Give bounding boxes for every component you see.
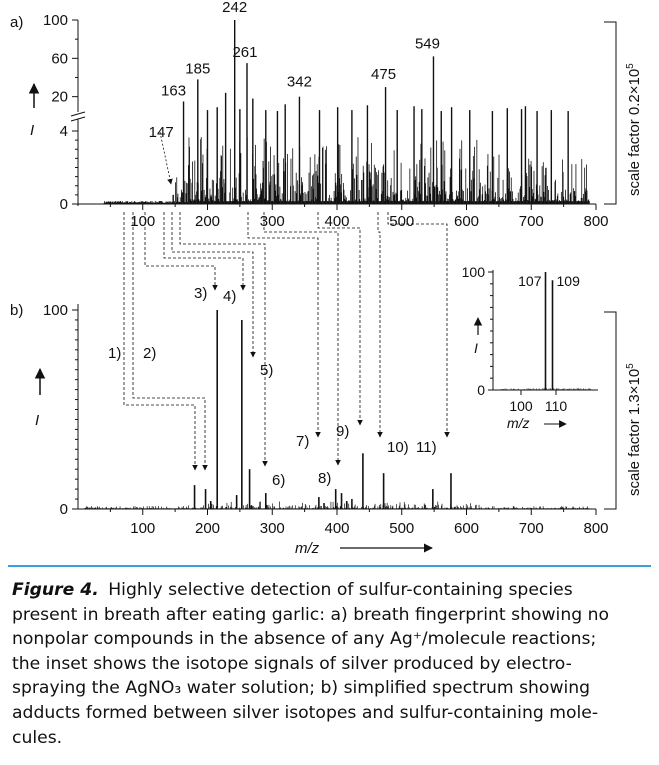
caption-divider xyxy=(8,565,651,567)
y-tick-label: 60 xyxy=(51,50,68,67)
scale-factor-label: scale factor 1.3×105 xyxy=(625,363,643,496)
x-tick-label: 600 xyxy=(454,520,479,537)
y-tick-label: 0 xyxy=(60,501,68,518)
x-tick-label: 100 xyxy=(509,398,533,414)
y-axis-label: I xyxy=(35,412,39,429)
scale-bracket xyxy=(604,311,617,510)
x-tick-label: 500 xyxy=(389,213,414,230)
connector-line xyxy=(247,212,321,438)
y-tick-label: 100 xyxy=(462,264,486,280)
connector-lines: 1) 2) 3) 4) 5) 6) 7) 8) 9) 10) 11) xyxy=(108,212,450,489)
connector-line xyxy=(123,212,198,471)
peak-label: 261 xyxy=(232,44,257,61)
x-tick-label: 300 xyxy=(260,520,285,537)
x-tick-label: 700 xyxy=(519,520,544,537)
peak-label: 147 xyxy=(149,124,174,141)
peak-label: 342 xyxy=(287,74,312,91)
peak-marker-label: 4) xyxy=(223,288,236,305)
panel-a: a) 0 4 20 60 100 100 200 300 400 500 600 700 800 I 242 2… xyxy=(10,0,643,230)
connector-line xyxy=(163,212,246,291)
y-tick-label: 20 xyxy=(51,89,68,106)
x-tick-label: 800 xyxy=(583,213,608,230)
panel-b: b) 0 100 100 200 300 400 500 600 700 800 Im/z scale … xyxy=(10,302,643,557)
x-tick-label: 700 xyxy=(519,213,544,230)
connector-line xyxy=(263,212,341,466)
y-tick-label: 0 xyxy=(477,382,485,398)
panel-b-label: b) xyxy=(10,302,23,319)
x-tick-label: 500 xyxy=(389,520,414,537)
x-tick-label: 200 xyxy=(195,520,220,537)
x-tick-label: 600 xyxy=(454,213,479,230)
connector-line xyxy=(317,212,363,426)
peak-marker-label: 2) xyxy=(143,345,156,362)
scale-exponent: 5 xyxy=(625,363,636,369)
caption-line: the inset shows the isotope signals of s… xyxy=(12,653,572,674)
peak-marker-label: 3) xyxy=(194,285,207,302)
connector-line xyxy=(132,212,208,471)
y-tick-label: 100 xyxy=(43,302,68,319)
connector-line xyxy=(179,212,268,467)
peak-marker-label: 11) xyxy=(416,439,437,456)
x-tick-label: 800 xyxy=(583,520,608,537)
y-axis-label: I xyxy=(30,122,34,139)
x-tick-label: 100 xyxy=(130,213,155,230)
peak-label: 242 xyxy=(222,0,247,16)
scale-exponent: 5 xyxy=(625,63,636,69)
x-tick-label: 110 xyxy=(545,398,568,414)
caption-line: spraying the AgNO₃ water solution; b) si… xyxy=(12,678,591,699)
peak-marker-label: 6) xyxy=(272,472,285,489)
y-tick-label: 0 xyxy=(60,196,68,213)
caption-line: Highly selective detection of sulfur-con… xyxy=(108,580,573,600)
x-tick-label: 100 xyxy=(130,520,155,537)
connector-line xyxy=(377,212,383,438)
peak-marker-label: 9) xyxy=(336,423,349,440)
axis-break-mark xyxy=(70,111,86,122)
peak-label: 549 xyxy=(415,35,440,52)
peak-label: 109 xyxy=(557,273,581,289)
caption-line: present in breath after eating garlic: a… xyxy=(12,604,609,625)
x-tick-label: 400 xyxy=(324,520,349,537)
figure-caption: Figure 4. Highly selective detection of … xyxy=(12,578,652,750)
peak-label: 185 xyxy=(185,60,210,77)
x-tick-label: 400 xyxy=(324,213,349,230)
x-axis-label: m/z xyxy=(507,415,530,431)
caption-line: nonpolar compounds in the absence of any… xyxy=(12,629,597,650)
x-tick-label: 300 xyxy=(260,213,285,230)
peak-marker-label: 10) xyxy=(387,439,409,456)
peak-label: 107 xyxy=(518,273,542,289)
panel-inset: 0 100 100 110 107 109 Im/z xyxy=(462,264,598,431)
peak-marker-label: 1) xyxy=(108,345,121,362)
peak-marker-label: 8) xyxy=(318,470,331,487)
caption-label: Figure 4. xyxy=(12,580,99,600)
caption-line: cules. xyxy=(12,727,63,748)
scale-bracket xyxy=(604,21,617,205)
y-tick-label: 100 xyxy=(43,12,68,29)
connector-line xyxy=(387,212,450,438)
peak-label: 475 xyxy=(371,66,396,83)
scale-factor-label: scale factor 0.2×105 xyxy=(625,63,643,196)
peak-label: 163 xyxy=(161,82,186,99)
panel-a-label: a) xyxy=(10,14,23,31)
peak-marker-label: 5) xyxy=(260,362,273,379)
y-tick-label: 4 xyxy=(60,123,68,140)
x-axis-label: m/z xyxy=(295,540,320,557)
peak-marker-label: 7) xyxy=(296,433,309,450)
y-axis-label: I xyxy=(474,340,478,356)
connector-line xyxy=(171,212,256,358)
x-tick-label: 200 xyxy=(195,213,220,230)
peak-147-pointer xyxy=(159,131,173,185)
caption-line: adducts formed between silver isotopes a… xyxy=(12,702,599,723)
connector-line xyxy=(144,212,218,291)
